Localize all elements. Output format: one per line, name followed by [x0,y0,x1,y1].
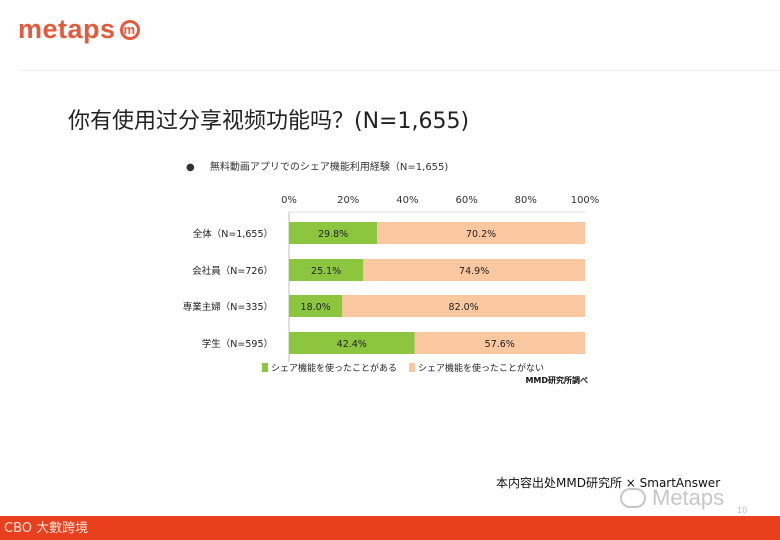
x-tick-label: 60% [455,195,477,206]
header-divider [18,70,780,71]
page-number: 10 [737,506,748,515]
x-tick-label: 40% [396,195,418,206]
legend-swatch [262,363,268,372]
bullet-icon: ● [186,162,195,173]
bar-segment [289,222,378,244]
category-label: 学生（N=595） [202,338,273,350]
data-label: 74.9% [459,266,489,277]
bar-segment [342,295,585,317]
x-tick-label: 20% [337,195,359,206]
data-label: 57.6% [485,339,515,350]
footer-brand: CBO 大數跨境 [4,521,89,536]
legend-swatch [409,363,415,372]
category-label: 会社員（N=726） [192,265,273,277]
logo-mark-icon: m [119,19,140,40]
bar-segment [289,332,415,354]
data-label: 29.8% [318,229,348,240]
data-label: 18.0% [301,302,331,313]
bar-segment [414,332,585,354]
footer-bar [0,516,780,540]
bar-segment [289,259,364,281]
category-label: 専業主婦（N=335） [183,301,273,313]
x-tick-label: 80% [515,195,537,206]
legend-label: シェア機能を使ったことがない [418,362,544,374]
page-title: 你有使用过分享视频功能吗？(N=1,655) [68,109,470,134]
chart-heading-text: 無料動画アプリでのシェア機能利用経験（N=1,655) [209,162,449,173]
data-label: 42.4% [337,339,367,350]
source-note: 本内容出处MMD研究所 × SmartAnswer [496,476,721,490]
chart-source-note: MMD研究所調べ [525,375,588,385]
legend-label: シェア機能を使ったことがある [271,362,397,374]
data-label: 82.0% [449,302,479,313]
watermark-text: Metaps [652,485,725,510]
metaps-logo: metaps m [18,14,140,45]
data-label: 25.1% [311,266,341,277]
x-tick-label: 100% [571,195,600,206]
chart-heading: ● 無料動画アプリでのシェア機能利用経験（N=1,655) [186,158,448,173]
category-label: 全体（N=1,655） [193,228,273,240]
logo-text: metaps [18,14,116,44]
bar-segment [363,259,585,281]
watermark: Metaps [620,485,724,511]
wechat-icon [620,488,646,508]
bar-segment [377,222,585,244]
bar-segment [289,295,343,317]
x-tick-label: 0% [281,195,297,206]
data-label: 70.2% [466,229,496,240]
